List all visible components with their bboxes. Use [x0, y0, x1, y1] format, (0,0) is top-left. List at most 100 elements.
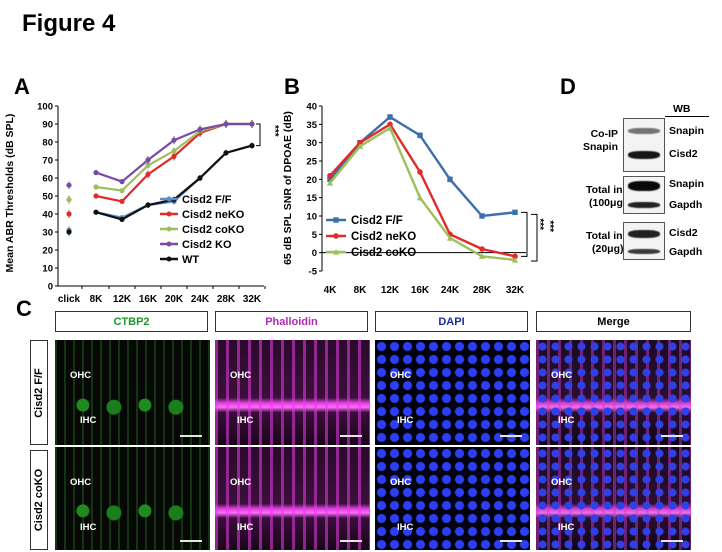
- row-label-ff-text: Cisd2 F/F: [33, 367, 45, 418]
- coip-label: Co-IP: [590, 128, 618, 140]
- abr-point: [171, 137, 177, 143]
- dpoae-point: [512, 209, 518, 216]
- wb-underline: [665, 116, 709, 117]
- header-merge: Merge: [536, 311, 691, 332]
- scale-bar: [180, 435, 202, 437]
- blot-box: [623, 118, 665, 172]
- abr-legend-label: Cisd2 F/F: [182, 194, 232, 206]
- dpoae-point: [327, 172, 333, 179]
- dpoae-significance-label: ***: [544, 220, 555, 232]
- abr-legend-marker: [166, 226, 172, 232]
- abr-y-tick-label: 30: [42, 228, 53, 239]
- dpoae-point: [357, 139, 363, 146]
- blot-band: [628, 202, 660, 208]
- ihc-label: IHC: [237, 522, 254, 533]
- abr-y-tick-label: 40: [42, 210, 53, 221]
- scale-bar: [500, 540, 522, 542]
- abr-x-tick-label: 16K: [139, 294, 158, 302]
- header-ctbp2: CTBP2: [55, 311, 208, 332]
- dpoae-y-tick-label: 0: [312, 248, 317, 259]
- scale-bar: [661, 435, 683, 437]
- dpoae-point: [386, 125, 394, 131]
- blot-band-label: Cisd2: [669, 227, 698, 239]
- micrograph-phalloidin-ff: OHC IHC: [215, 340, 370, 445]
- dpoae-significance-label: ***: [534, 218, 545, 230]
- abr-x-tick-label: click: [58, 294, 81, 302]
- abr-point: [145, 157, 151, 163]
- ohc-label: OHC: [70, 370, 92, 381]
- dpoae-x-tick-label: 24K: [441, 285, 460, 296]
- ohc-label: OHC: [70, 477, 92, 488]
- dpoae-axes: -5 0 5 10 15 20 25 30 35 40 4K 8K 12K 16K 24K 28K 32K: [306, 102, 526, 296]
- dpoae-plot: *** ***: [326, 114, 555, 263]
- abr-point: [119, 198, 125, 204]
- dpoae-x-tick-label: 8K: [354, 285, 368, 296]
- blot-box: [623, 222, 665, 260]
- dpoae-legend-marker: [333, 233, 339, 239]
- abr-x-tick-label: 28K: [217, 294, 236, 302]
- dpoae-x-tick-label: 32K: [506, 285, 525, 296]
- dpoae-y-tick-label: 40: [306, 102, 317, 113]
- abr-point: [223, 121, 229, 127]
- ohc-label: OHC: [551, 370, 573, 381]
- dpoae-point: [416, 194, 424, 201]
- row-label-ff: Cisd2 F/F: [30, 340, 48, 445]
- dpoae-point: [511, 257, 519, 263]
- scale-bar: [661, 540, 683, 542]
- dpoae-y-tick-label: 15: [306, 193, 317, 204]
- dpoae-legend-label: Cisd2 F/F: [351, 215, 403, 227]
- dpoae-point: [417, 169, 423, 175]
- header-phalloidin: Phalloidin: [215, 311, 368, 332]
- scale-bar: [500, 435, 522, 437]
- blot-band: [628, 181, 660, 191]
- blot-band: [628, 249, 660, 254]
- dpoae-point: [479, 213, 485, 219]
- ihc-label: IHC: [80, 415, 97, 426]
- dpoae-x-tick-label: 28K: [473, 285, 492, 296]
- abr-legend-marker: [166, 256, 172, 262]
- abr-point: [197, 175, 203, 181]
- blot-band-label: Cisd2: [669, 148, 698, 160]
- figure-title: Figure 4: [22, 10, 116, 37]
- abr-point: [249, 143, 255, 149]
- dpoae-y-tick-label: -5: [309, 267, 318, 278]
- dpoae-point: [327, 176, 333, 183]
- abr-threshold-chart: 0 10 20 30 40 50 60 70 80 90 100 click 8K 12K 16K 20K 24…: [4, 102, 280, 303]
- ihc-label: IHC: [558, 522, 575, 533]
- blot-band: [628, 230, 660, 238]
- panel-label-c: C: [16, 296, 32, 321]
- abr-point: [145, 162, 151, 168]
- dpoae-point: [387, 121, 393, 128]
- micrograph-merge-ff: OHC IHC: [536, 340, 691, 445]
- abr-x-tick-label: 8K: [90, 294, 104, 302]
- abr-point: [171, 153, 177, 159]
- micrograph-ctbp2-coko: OHC IHC: [55, 447, 210, 550]
- coip-snapin-label: Snapin: [582, 141, 618, 153]
- abr-x-tick-label: 12K: [113, 294, 132, 302]
- abr-significance-bracket: [256, 123, 261, 147]
- dpoae-y-tick-label: 10: [306, 212, 317, 223]
- ihc-label: IHC: [397, 415, 414, 426]
- abr-point: [93, 184, 99, 190]
- abr-plot: ***: [66, 120, 280, 236]
- abr-legend: Cisd2 F/F Cisd2 neKO Cisd2 coKO Cisd2 KO WT: [160, 194, 245, 266]
- panel-label-d: D: [560, 74, 576, 99]
- abr-y-tick-label: 10: [42, 264, 53, 275]
- panel-label-b: B: [284, 74, 300, 99]
- dpoae-point: [479, 246, 485, 252]
- dpoae-y-axis-label: 65 dB SPL SNR of DPOAE (dB): [282, 111, 294, 265]
- wb-header: WB: [673, 103, 691, 115]
- abr-point: [119, 216, 125, 222]
- dpoae-legend: Cisd2 F/F Cisd2 neKO Cisd2 coKO: [326, 215, 416, 259]
- total-input-100-amount: (100μg): [589, 197, 627, 209]
- dpoae-point: [447, 176, 453, 183]
- micrograph-ctbp2-ff: OHC IHC: [55, 340, 210, 445]
- abr-y-tick-label: 100: [37, 102, 53, 113]
- abr-legend-marker: [166, 196, 172, 202]
- blot-band-label: Gapdh: [669, 246, 703, 258]
- abr-point: [171, 148, 177, 154]
- dpoae-chart: -5 0 5 10 15 20 25 30 35 40 4K 8K 12K 16K 24K 28K 32K **…: [282, 102, 555, 297]
- scale-bar: [340, 435, 362, 437]
- dpoae-point: [512, 253, 518, 260]
- dpoae-point: [387, 114, 393, 120]
